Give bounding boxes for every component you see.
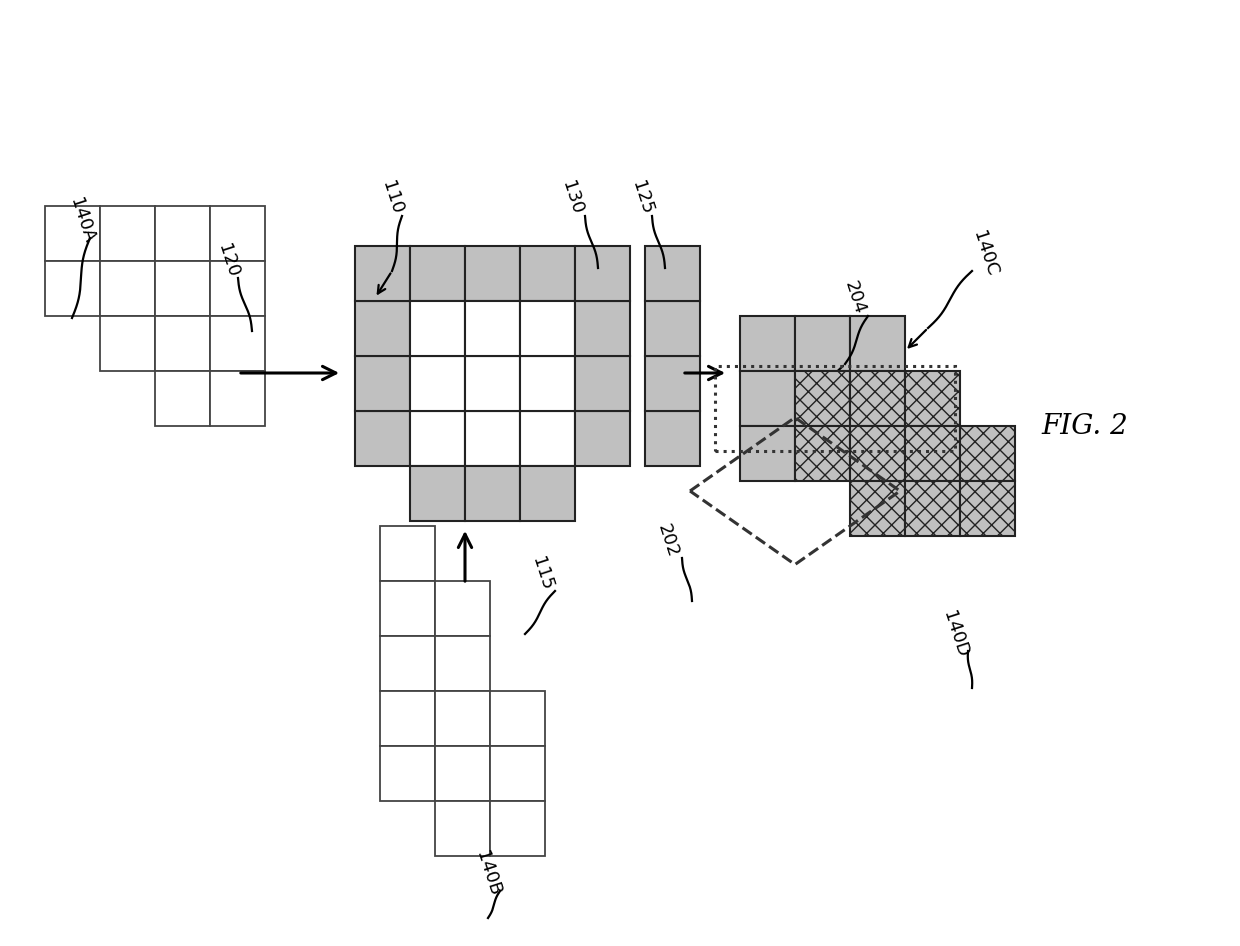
Bar <box>210 371 265 426</box>
Bar <box>355 301 410 356</box>
Bar <box>520 301 575 356</box>
Bar <box>740 426 795 481</box>
Bar <box>575 356 630 411</box>
Bar <box>849 371 905 426</box>
Bar <box>210 316 265 371</box>
Bar <box>410 411 465 466</box>
Bar <box>490 691 546 746</box>
Bar <box>355 246 410 301</box>
Bar <box>100 261 155 316</box>
Bar <box>795 371 849 426</box>
Bar <box>435 636 490 691</box>
Bar <box>410 356 465 411</box>
Bar <box>410 466 465 521</box>
Bar <box>155 316 210 371</box>
Bar <box>410 246 465 301</box>
Bar <box>435 581 490 636</box>
Bar <box>645 411 701 466</box>
Bar <box>849 481 905 536</box>
Bar <box>905 426 960 481</box>
Bar <box>45 206 100 261</box>
Bar <box>465 411 520 466</box>
Text: 202: 202 <box>655 522 682 560</box>
Bar <box>960 481 1016 536</box>
Bar <box>355 411 410 466</box>
Bar <box>520 411 575 466</box>
Bar <box>849 316 905 371</box>
Bar <box>645 246 701 301</box>
Bar <box>100 316 155 371</box>
Bar <box>905 371 960 426</box>
Bar <box>490 746 546 801</box>
Bar <box>435 746 490 801</box>
Bar <box>379 746 435 801</box>
Bar <box>465 466 520 521</box>
Bar <box>465 246 520 301</box>
Bar <box>520 356 575 411</box>
Text: 140C: 140C <box>970 229 1001 279</box>
Bar <box>715 366 955 451</box>
Bar <box>100 206 155 261</box>
Bar <box>210 206 265 261</box>
Bar <box>575 246 630 301</box>
Text: 125: 125 <box>629 179 656 218</box>
Bar <box>379 581 435 636</box>
Bar <box>849 426 905 481</box>
Bar <box>795 316 849 371</box>
Bar <box>740 371 795 426</box>
Text: 140D: 140D <box>939 608 971 659</box>
Text: 140B: 140B <box>472 850 503 899</box>
Bar <box>410 301 465 356</box>
Bar <box>905 481 960 536</box>
Text: 120: 120 <box>215 242 242 280</box>
Bar <box>155 261 210 316</box>
Bar <box>465 301 520 356</box>
Bar <box>45 261 100 316</box>
Bar <box>435 801 490 856</box>
Bar <box>355 356 410 411</box>
Text: 204: 204 <box>841 279 869 317</box>
Bar <box>379 526 435 581</box>
Bar <box>795 426 849 481</box>
Bar <box>379 636 435 691</box>
Text: 140A: 140A <box>66 196 98 246</box>
Text: 115: 115 <box>528 555 556 593</box>
Bar <box>960 426 1016 481</box>
Bar <box>740 316 795 371</box>
Text: 130: 130 <box>558 179 585 217</box>
Text: 110: 110 <box>378 179 405 217</box>
Bar <box>645 301 701 356</box>
Bar <box>155 206 210 261</box>
Bar <box>210 261 265 316</box>
Bar <box>520 466 575 521</box>
Bar <box>155 371 210 426</box>
Bar <box>575 301 630 356</box>
Bar <box>645 356 701 411</box>
Bar <box>435 691 490 746</box>
Bar <box>520 246 575 301</box>
Bar <box>575 411 630 466</box>
Bar <box>379 691 435 746</box>
Bar <box>490 801 546 856</box>
Text: FIG. 2: FIG. 2 <box>1042 412 1128 440</box>
Bar <box>465 356 520 411</box>
